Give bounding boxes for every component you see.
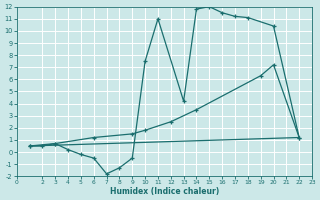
X-axis label: Humidex (Indice chaleur): Humidex (Indice chaleur) [110,187,219,196]
